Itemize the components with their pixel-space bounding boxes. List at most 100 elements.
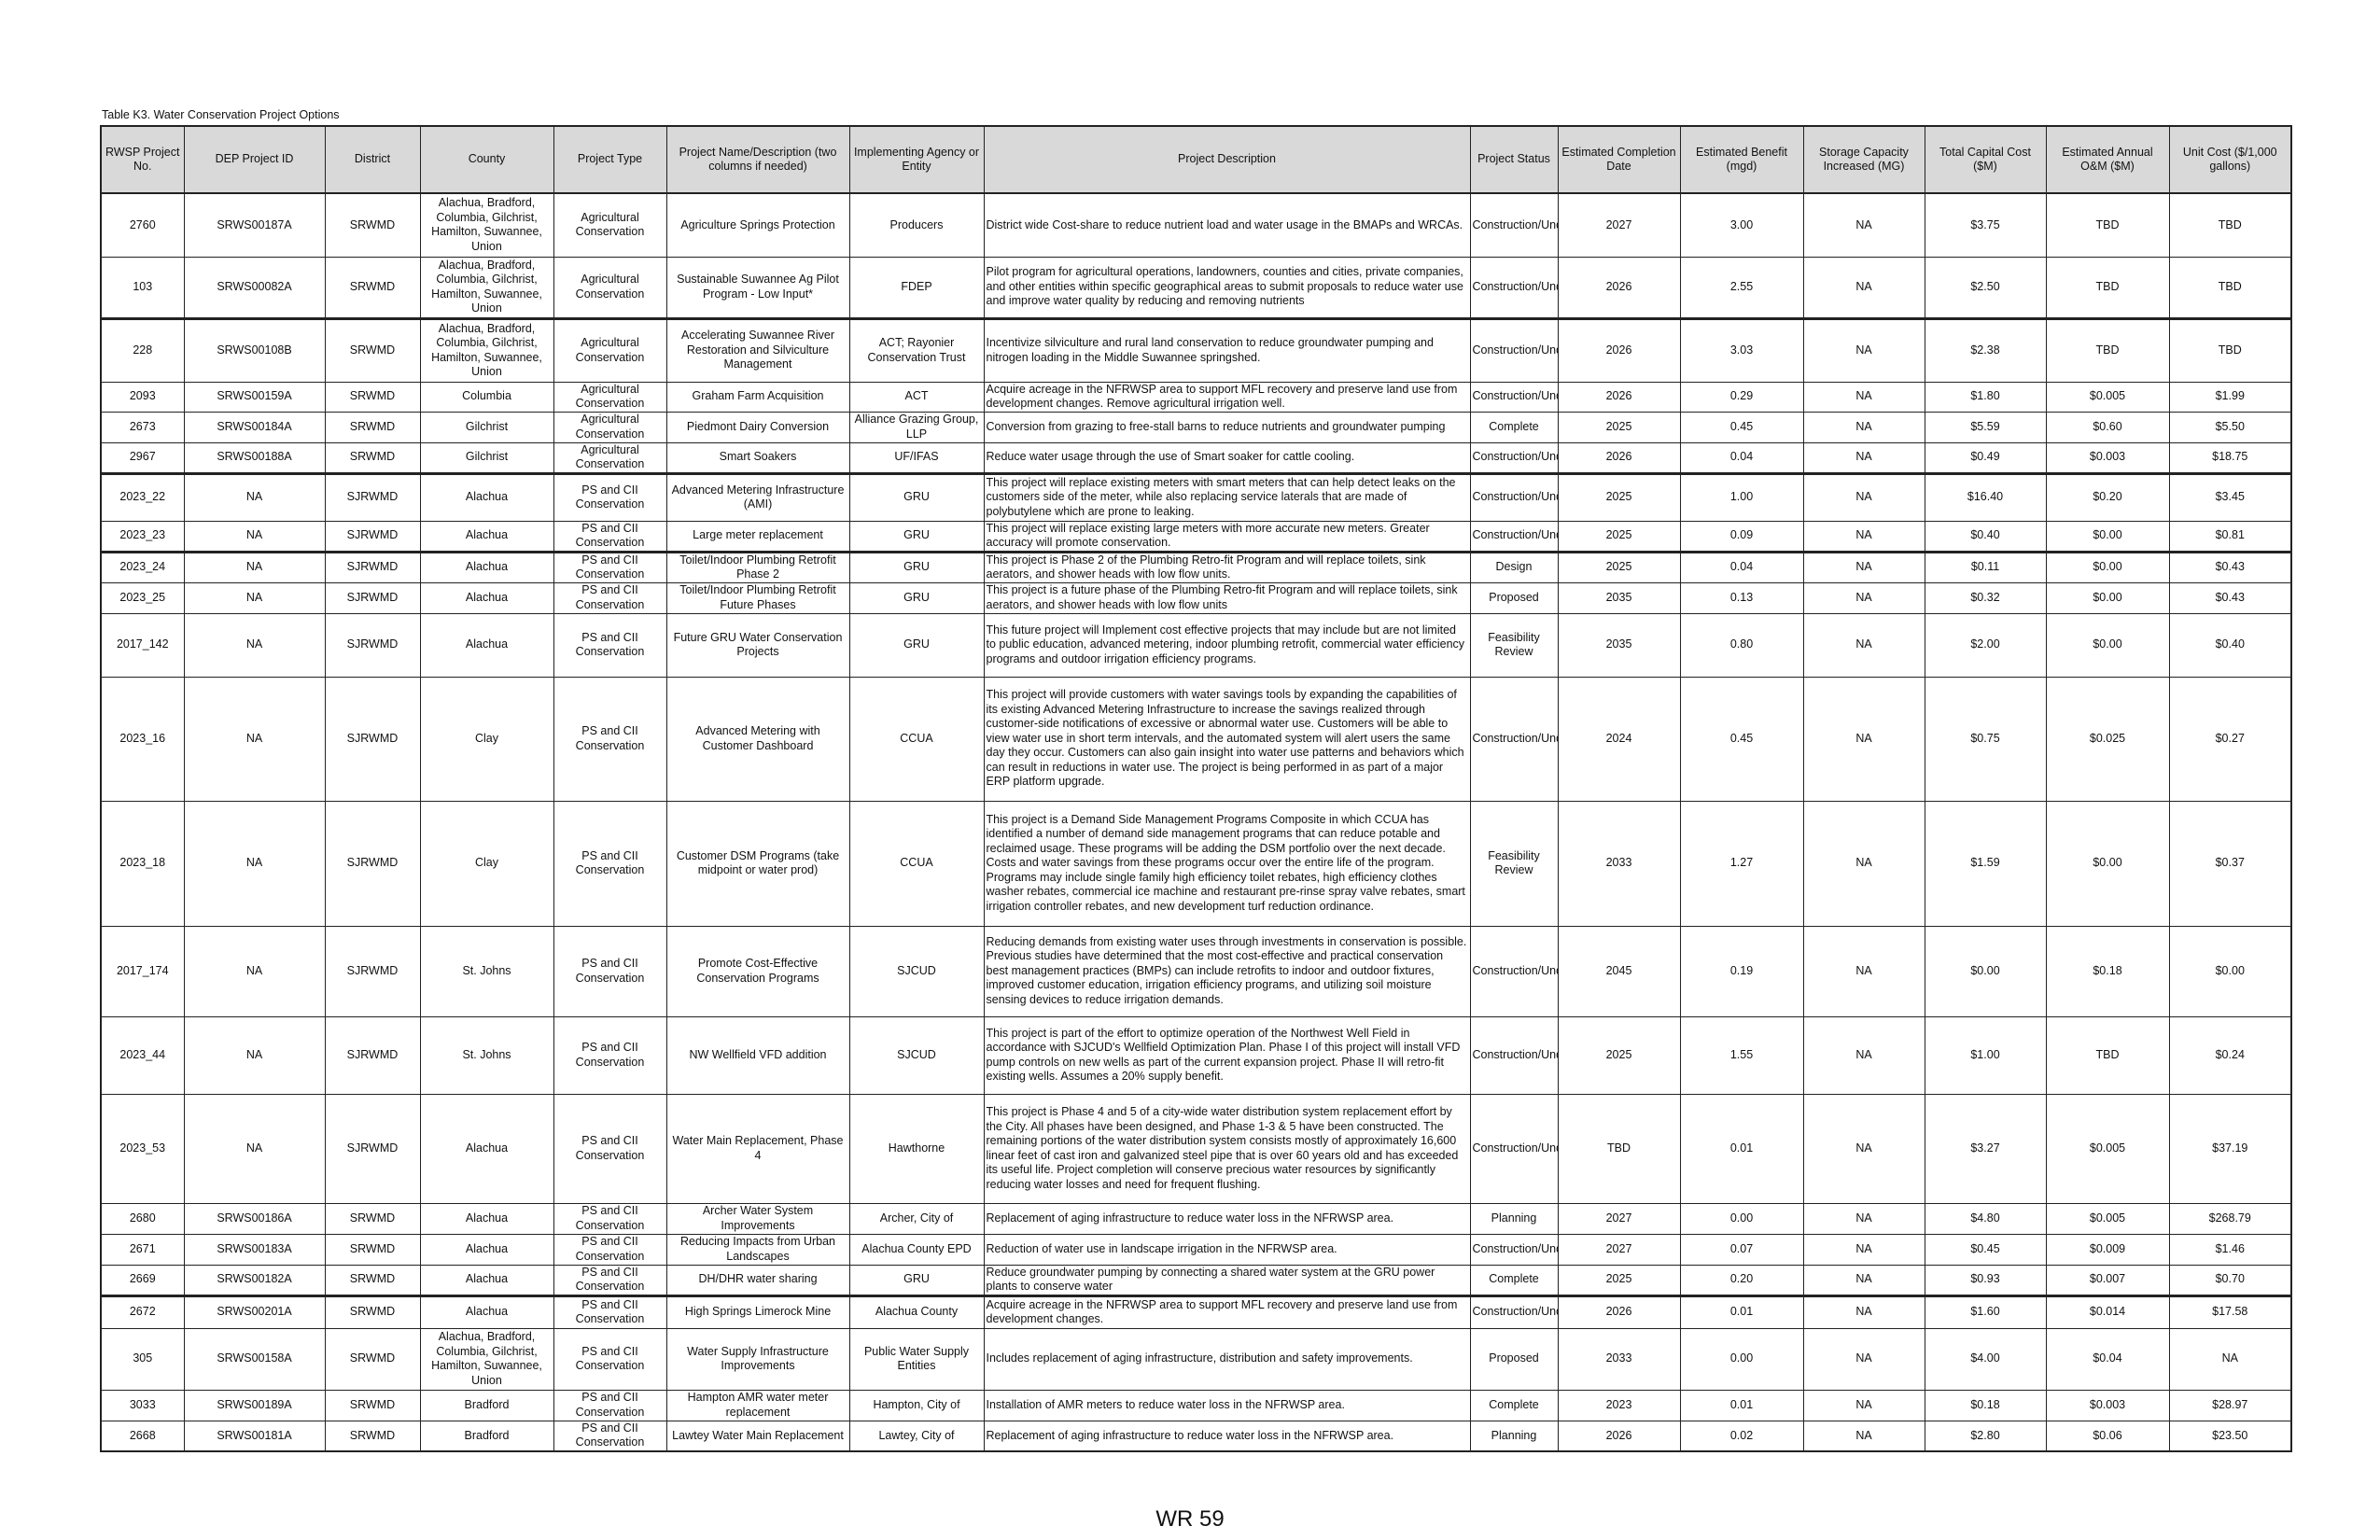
cell-project-type: PS and CII Conservation (553, 800, 667, 927)
cell-dep-id: SRWS00159A (183, 381, 326, 413)
cell-project-type: PS and CII Conservation (553, 925, 667, 1017)
cell-storage: NA (1802, 256, 1925, 320)
cell-status: Complete (1469, 1389, 1559, 1421)
cell-benefit: 0.09 (1679, 520, 1804, 553)
table-row: 2680 SRWS00186A SRWMD Alachua PS and CII Con… (100, 1202, 2292, 1235)
cell-agency: CCUA (848, 676, 985, 802)
table-row: 2023_44 NA SJRWMD St. Johns PS and CII Conse… (100, 1015, 2292, 1095)
cell-benefit: 1.55 (1679, 1015, 1804, 1095)
cell-description: Pilot program for agricultural operation… (983, 256, 1471, 320)
cell-unit-cost: $3.45 (2168, 472, 2292, 522)
cell-unit-cost: $17.58 (2168, 1295, 2292, 1329)
cell-project-type: Agricultural Conservation (553, 441, 667, 475)
cell-completion-date: 2025 (1557, 551, 1681, 583)
cell-description: This project is part of the effort to op… (983, 1015, 1471, 1095)
table-row: 3033 SRWS00189A SRWMD Bradford PS and CII Co… (100, 1389, 2292, 1421)
cell-project-type: PS and CII Conservation (553, 520, 667, 553)
cell-status: Planning (1469, 1202, 1559, 1235)
cell-om-cost: $0.00 (2045, 520, 2170, 553)
cell-status: Construction/Underway (1469, 520, 1559, 553)
cell-description: Reduce groundwater pumping by connecting… (983, 1264, 1471, 1297)
cell-rwsp-no: 3033 (100, 1389, 185, 1421)
cell-capital-cost: $0.75 (1924, 676, 2047, 802)
cell-rwsp-no: 103 (100, 256, 185, 320)
cell-storage: NA (1802, 1093, 1925, 1204)
cell-storage: NA (1802, 381, 1925, 413)
cell-storage: NA (1802, 1202, 1925, 1235)
cell-agency: GRU (848, 612, 985, 678)
cell-completion-date: 2045 (1557, 925, 1681, 1017)
cell-description: This project will replace existing large… (983, 520, 1471, 553)
cell-om-cost: $0.005 (2045, 1202, 2170, 1235)
cell-completion-date: 2035 (1557, 581, 1681, 614)
cell-project-name: High Springs Limerock Mine (665, 1295, 850, 1329)
cell-county: Alachua (419, 612, 554, 678)
cell-benefit: 0.07 (1679, 1233, 1804, 1266)
cell-district: SRWMD (324, 192, 421, 258)
cell-om-cost: $0.014 (2045, 1295, 2170, 1329)
cell-capital-cost: $4.80 (1924, 1202, 2047, 1235)
cell-project-type: Agricultural Conservation (553, 381, 667, 413)
cell-unit-cost: NA (2168, 1327, 2292, 1391)
cell-status: Planning (1469, 1420, 1559, 1452)
cell-capital-cost: $0.11 (1924, 551, 2047, 583)
column-header-unit-cost: Unit Cost ($/1,000 gallons) (2168, 125, 2292, 194)
cell-district: SRWMD (324, 1264, 421, 1297)
cell-benefit: 0.45 (1679, 411, 1804, 443)
cell-completion-date: 2025 (1557, 520, 1681, 553)
cell-capital-cost: $2.80 (1924, 1420, 2047, 1452)
cell-county: Gilchrist (419, 441, 554, 475)
cell-county: Alachua (419, 1233, 554, 1266)
cell-benefit: 2.55 (1679, 256, 1804, 320)
cell-rwsp-no: 2671 (100, 1233, 185, 1266)
cell-dep-id: SRWS00201A (183, 1295, 326, 1329)
cell-description: Replacement of aging infrastructure to r… (983, 1420, 1471, 1452)
column-header-dep-id: DEP Project ID (183, 125, 326, 194)
cell-district: SJRWMD (324, 581, 421, 614)
cell-dep-id: SRWS00186A (183, 1202, 326, 1235)
cell-county: Columbia (419, 381, 554, 413)
cell-rwsp-no: 2680 (100, 1202, 185, 1235)
column-header-storage: Storage Capacity Increased (MG) (1802, 125, 1925, 194)
cell-storage: NA (1802, 411, 1925, 443)
cell-storage: NA (1802, 612, 1925, 678)
cell-agency: Alachua County (848, 1295, 985, 1329)
cell-benefit: 0.45 (1679, 676, 1804, 802)
cell-district: SRWMD (324, 1327, 421, 1391)
cell-status: Proposed (1469, 1327, 1559, 1391)
cell-storage: NA (1802, 441, 1925, 475)
cell-rwsp-no: 2023_18 (100, 800, 185, 927)
cell-completion-date: 2024 (1557, 676, 1681, 802)
cell-status: Construction/Underway (1469, 1295, 1559, 1329)
cell-dep-id: NA (183, 612, 326, 678)
cell-benefit: 1.00 (1679, 472, 1804, 522)
cell-agency: Hampton, City of (848, 1389, 985, 1421)
cell-agency: GRU (848, 1264, 985, 1297)
column-header-rwsp-no: RWSP Project No. (100, 125, 185, 194)
cell-capital-cost: $0.93 (1924, 1264, 2047, 1297)
cell-rwsp-no: 2672 (100, 1295, 185, 1329)
cell-dep-id: SRWS00183A (183, 1233, 326, 1266)
cell-om-cost: $0.00 (2045, 800, 2170, 927)
cell-agency: CCUA (848, 800, 985, 927)
cell-agency: ACT (848, 381, 985, 413)
cell-dep-id: SRWS00158A (183, 1327, 326, 1391)
cell-benefit: 0.04 (1679, 551, 1804, 583)
cell-capital-cost: $0.00 (1924, 925, 2047, 1017)
cell-storage: NA (1802, 1015, 1925, 1095)
cell-completion-date: 2025 (1557, 411, 1681, 443)
cell-benefit: 0.00 (1679, 1202, 1804, 1235)
cell-status: Construction/Underway (1469, 317, 1559, 383)
cell-dep-id: SRWS00189A (183, 1389, 326, 1421)
cell-district: SJRWMD (324, 612, 421, 678)
cell-capital-cost: $3.27 (1924, 1093, 2047, 1204)
cell-dep-id: SRWS00182A (183, 1264, 326, 1297)
cell-description: Acquire acreage in the NFRWSP area to su… (983, 1295, 1471, 1329)
cell-district: SRWMD (324, 1295, 421, 1329)
cell-capital-cost: $3.75 (1924, 192, 2047, 258)
cell-county: St. Johns (419, 1015, 554, 1095)
cell-status: Construction/Underway (1469, 1015, 1559, 1095)
cell-project-type: PS and CII Conservation (553, 1015, 667, 1095)
cell-district: SRWMD (324, 1233, 421, 1266)
cell-description: This project will replace existing meter… (983, 472, 1471, 522)
